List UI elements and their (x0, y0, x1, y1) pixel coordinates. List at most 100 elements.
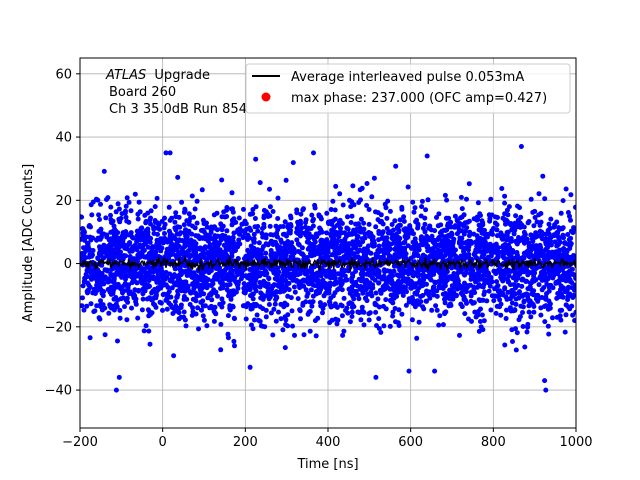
sample-point (228, 296, 234, 302)
sample-point (557, 287, 563, 293)
sample-point (309, 253, 315, 259)
sample-point (488, 196, 494, 202)
sample-point (567, 291, 573, 297)
sample-point (424, 153, 430, 159)
sample-point (366, 207, 372, 212)
sample-point (152, 204, 158, 210)
sample-point (265, 211, 271, 217)
sample-point (418, 213, 424, 219)
sample-point (143, 219, 149, 224)
sample-point (143, 270, 148, 275)
sample-point (543, 231, 549, 237)
sample-point (301, 206, 306, 212)
sample-point (403, 284, 408, 290)
sample-point (329, 227, 335, 233)
sample-point (278, 316, 284, 322)
sample-point (257, 180, 263, 186)
sample-point (294, 237, 300, 243)
sample-point (106, 276, 112, 282)
sample-point (560, 232, 566, 238)
sample-point (220, 300, 226, 306)
sample-point (376, 228, 382, 234)
sample-point (213, 289, 219, 295)
sample-point (95, 197, 101, 203)
sample-point (483, 234, 489, 240)
sample-point (235, 272, 241, 278)
sample-point (187, 254, 192, 260)
sample-point (430, 264, 436, 270)
sample-point (248, 227, 254, 233)
sample-point (411, 251, 417, 257)
sample-point (502, 200, 508, 206)
sample-point (339, 271, 345, 277)
sample-point (435, 247, 441, 253)
sample-point (351, 227, 357, 233)
sample-point (412, 236, 418, 242)
sample-point (558, 283, 564, 289)
sample-point (108, 291, 114, 297)
sample-point (529, 243, 535, 249)
sample-point (218, 321, 224, 327)
x-tick-label: −200 (62, 435, 98, 450)
sample-point (92, 291, 98, 296)
sample-point (436, 254, 441, 260)
sample-point (518, 214, 524, 220)
sample-point (158, 281, 163, 287)
sample-point (439, 273, 445, 279)
sample-point (279, 280, 285, 286)
sample-point (286, 247, 292, 253)
sample-point (366, 311, 372, 317)
sample-point (290, 160, 296, 166)
sample-point (174, 255, 180, 261)
sample-point (242, 257, 248, 263)
sample-point (375, 296, 381, 302)
sample-point (235, 281, 241, 287)
sample-point (325, 273, 331, 279)
sample-point (405, 184, 411, 190)
sample-point (522, 240, 527, 246)
sample-point (353, 240, 359, 246)
sample-point (331, 281, 337, 287)
sample-point (196, 326, 201, 332)
sample-point (362, 231, 368, 237)
sample-point (531, 304, 537, 309)
sample-point (336, 234, 342, 240)
sample-point (423, 235, 429, 241)
sample-point (505, 229, 511, 235)
sample-point (443, 228, 449, 233)
sample-point (494, 227, 500, 233)
sample-point (190, 223, 196, 229)
sample-point (101, 231, 107, 237)
sample-point (471, 251, 477, 257)
sample-point (401, 240, 407, 246)
sample-point (435, 223, 441, 229)
sample-point (89, 212, 95, 218)
sample-point (125, 266, 130, 272)
sample-point (442, 311, 448, 317)
sample-point (194, 220, 200, 226)
sample-point (203, 232, 209, 237)
sample-point (164, 250, 170, 256)
sample-point (140, 296, 146, 302)
sample-point (171, 353, 177, 359)
sample-point (124, 317, 130, 323)
sample-point (560, 198, 566, 204)
sample-point (243, 221, 249, 227)
sample-point (430, 291, 436, 297)
sample-point (305, 235, 311, 240)
sample-point (457, 332, 462, 338)
sample-point (313, 291, 319, 297)
sample-point (331, 268, 337, 274)
sample-point (113, 236, 119, 242)
sample-point (145, 226, 151, 232)
sample-point (177, 285, 183, 291)
sample-point (113, 387, 119, 393)
sample-point (502, 193, 508, 199)
sample-point (182, 263, 188, 269)
sample-point (225, 335, 231, 341)
sample-point (423, 290, 429, 296)
sample-point (84, 247, 90, 253)
sample-point (333, 183, 339, 189)
sample-point (338, 282, 344, 288)
sample-point (333, 255, 339, 261)
